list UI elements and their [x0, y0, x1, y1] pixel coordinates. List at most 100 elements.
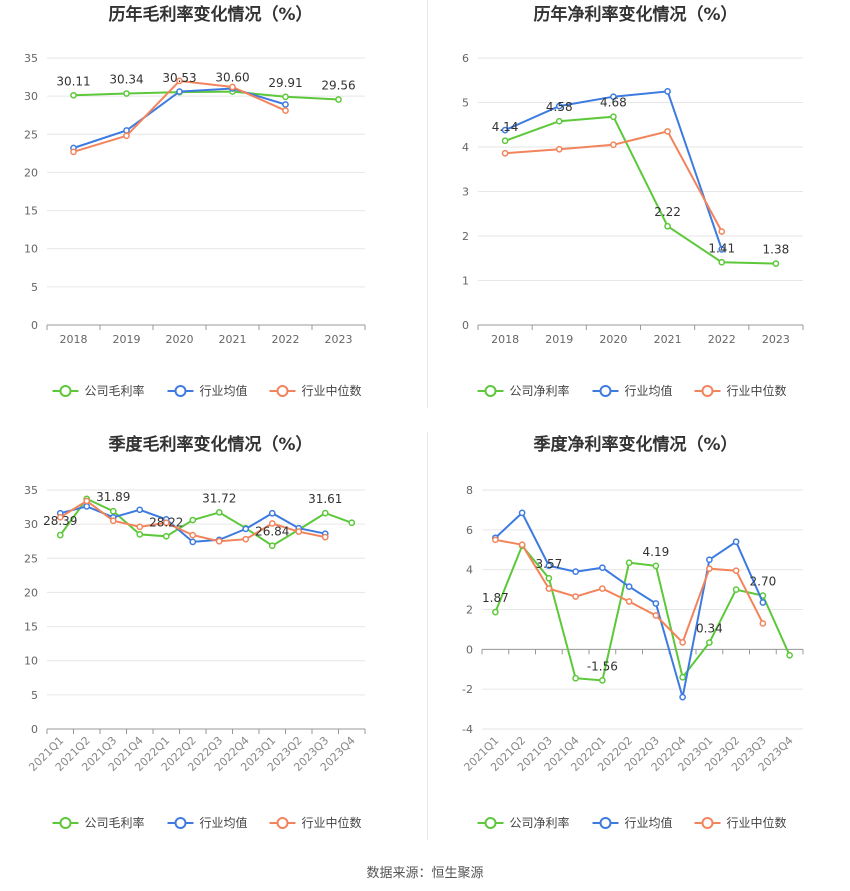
legend-label: 公司净利率	[510, 815, 570, 830]
legend-swatch-marker	[484, 385, 497, 397]
legend-label: 公司毛利率	[85, 815, 145, 830]
y-tick-label: 0	[31, 319, 38, 332]
data-point	[545, 585, 553, 592]
legend-label: 行业中位数	[302, 383, 362, 398]
data-label: 1.38	[763, 243, 790, 257]
y-tick-label: 8	[466, 484, 473, 497]
data-point	[501, 149, 509, 157]
data-point	[679, 673, 686, 681]
data-label: 2.70	[750, 575, 777, 589]
data-point	[162, 519, 170, 527]
data-point	[123, 127, 130, 134]
legend-label: 行业均值	[625, 383, 673, 398]
y-tick-label: 10	[24, 655, 38, 668]
data-point	[335, 96, 342, 103]
legend-label: 行业均值	[200, 383, 248, 398]
y-tick-label: 25	[24, 128, 38, 141]
data-point	[759, 599, 767, 606]
data-label: 31.72	[202, 491, 236, 505]
data-label: 3.57	[536, 557, 563, 571]
data-point	[501, 137, 509, 145]
data-point	[136, 506, 144, 514]
legend-label: 行业均值	[200, 815, 248, 830]
y-tick-label: 4	[466, 564, 473, 577]
legend-swatch-marker	[174, 817, 187, 829]
data-point	[610, 113, 617, 121]
legend-label: 行业均值	[625, 815, 673, 830]
legend-swatch-marker	[701, 385, 714, 397]
legend-swatch-marker	[599, 385, 612, 397]
data-point	[321, 533, 329, 541]
y-tick-label: 30	[24, 90, 38, 103]
data-point	[492, 536, 499, 544]
data-point	[625, 583, 633, 590]
data-label: 30.11	[56, 74, 90, 88]
y-tick-label: 4	[462, 141, 469, 154]
data-point	[732, 567, 740, 575]
data-point	[555, 117, 563, 125]
x-tick-label: 2020	[599, 333, 627, 346]
data-point	[295, 528, 303, 536]
data-point	[109, 517, 117, 525]
data-label: 29.56	[321, 78, 355, 92]
data-point	[518, 541, 526, 549]
data-point	[123, 132, 130, 140]
data-label: 4.19	[643, 545, 670, 559]
y-tick-label: 0	[462, 319, 469, 332]
data-label: 31.89	[96, 490, 130, 504]
data-point	[282, 93, 289, 101]
series-line-2	[495, 538, 764, 645]
x-tick-label: 2019	[113, 333, 141, 346]
legend-swatch-marker	[484, 817, 497, 829]
x-tick-label: 2022	[272, 333, 300, 346]
data-point	[786, 651, 793, 659]
data-point	[321, 509, 329, 517]
data-point	[652, 600, 660, 607]
data-point	[625, 559, 633, 567]
data-point	[652, 562, 660, 570]
data-point	[664, 128, 671, 135]
data-point	[718, 258, 726, 266]
chart-title: 历年毛利率变化情况（%）	[108, 4, 312, 25]
y-tick-label: 30	[24, 518, 38, 531]
series-line-0	[73, 90, 339, 101]
y-tick-label: 0	[466, 643, 473, 656]
legend-swatch-marker	[59, 817, 72, 829]
chart-annual-gross-margin: 历年毛利率变化情况（%） 0 5 10 15 20 25 30 35 2018 2019 2020 20…	[24, 4, 366, 398]
data-label: 28.22	[149, 515, 183, 529]
x-tick-label: 2023	[762, 333, 790, 346]
data-point	[518, 509, 526, 517]
data-point	[176, 88, 183, 95]
chart-annual-net-margin: 历年净利率变化情况（%） 0 1 2 3 4 5 6 2018 2019 2020 2021 2022 2…	[462, 4, 804, 398]
x-tick-label: 2020	[166, 333, 194, 346]
data-point	[555, 145, 563, 153]
y-tick-label: 10	[24, 243, 38, 256]
y-tick-label: 5	[31, 281, 38, 294]
data-point	[56, 513, 64, 521]
data-point	[572, 568, 579, 576]
data-point	[572, 674, 579, 682]
data-point	[652, 612, 660, 619]
data-point	[718, 228, 726, 235]
series-line-1	[494, 511, 764, 698]
series-line-0	[59, 497, 353, 547]
data-point	[189, 531, 197, 539]
data-point	[282, 101, 289, 108]
series-line-0	[504, 115, 776, 265]
data-point	[123, 90, 130, 97]
data-point	[706, 565, 713, 573]
data-point	[268, 542, 276, 550]
y-tick-label: 2	[462, 230, 469, 243]
chart-title: 季度毛利率变化情况（%）	[108, 434, 312, 455]
legend-label: 公司毛利率	[85, 383, 145, 398]
y-tick-label: 2	[466, 604, 473, 617]
data-point	[572, 593, 579, 600]
data-label: 30.34	[109, 73, 143, 87]
data-source: 数据来源：恒生聚源	[366, 866, 484, 881]
chart-title: 历年净利率变化情况（%）	[533, 4, 737, 25]
data-point	[599, 585, 606, 592]
data-point	[545, 562, 553, 570]
y-tick-label: 20	[24, 166, 38, 179]
data-point	[679, 639, 686, 646]
chart-quarterly-net-margin: 季度净利率变化情况（%）-4-2024682021Q12021Q22021Q32…	[461, 434, 804, 830]
